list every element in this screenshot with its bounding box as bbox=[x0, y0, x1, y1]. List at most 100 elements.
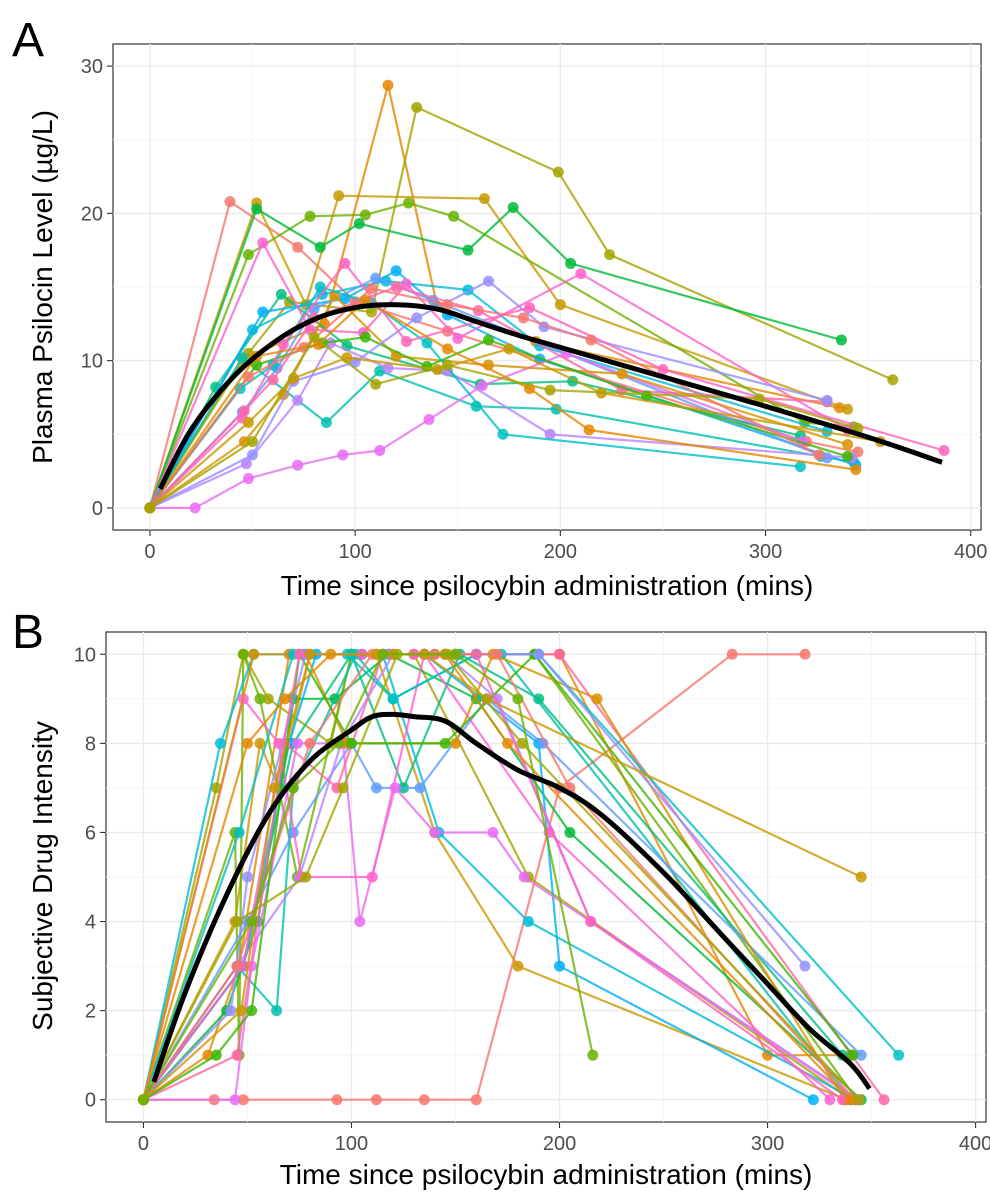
data-point bbox=[533, 648, 545, 660]
data-point bbox=[450, 648, 462, 660]
subject-line bbox=[149, 347, 881, 509]
data-point bbox=[470, 1094, 482, 1106]
data-point bbox=[390, 281, 402, 293]
subject-line bbox=[148, 205, 842, 509]
subject-line bbox=[149, 293, 848, 509]
data-point bbox=[246, 1005, 258, 1017]
data-point bbox=[423, 414, 435, 426]
data-point bbox=[231, 960, 243, 972]
data-point bbox=[293, 648, 305, 660]
data-point bbox=[262, 693, 274, 705]
data-point bbox=[251, 359, 263, 371]
data-point bbox=[240, 458, 252, 470]
data-point bbox=[359, 209, 371, 221]
data-point bbox=[462, 244, 474, 256]
data-point bbox=[847, 1049, 859, 1061]
data-point bbox=[481, 693, 493, 705]
data-point bbox=[353, 218, 365, 230]
data-point bbox=[585, 916, 597, 928]
data-point bbox=[657, 363, 669, 375]
data-point bbox=[248, 648, 260, 660]
data-point bbox=[491, 648, 503, 660]
panel-b-letter: B bbox=[12, 606, 44, 659]
panel-b: B 0 100 200 300 400 0 2 4 6 8 10 Time since psiloc… bbox=[12, 606, 990, 1190]
panel-b-axes: 0 100 200 300 400 0 2 4 6 8 10 bbox=[74, 644, 990, 1155]
data-point bbox=[359, 331, 371, 343]
data-point bbox=[331, 1094, 343, 1106]
data-point bbox=[799, 648, 811, 660]
data-point bbox=[522, 916, 534, 928]
data-point bbox=[337, 782, 349, 794]
data-point bbox=[544, 384, 556, 396]
data-point bbox=[604, 249, 616, 261]
data-point bbox=[439, 737, 451, 749]
panel-a-letter: A bbox=[12, 14, 44, 67]
data-point bbox=[518, 871, 530, 883]
subject-series bbox=[144, 257, 950, 514]
data-point bbox=[552, 166, 564, 178]
y-tick-label: 8 bbox=[85, 733, 96, 755]
data-point bbox=[320, 416, 332, 428]
data-point bbox=[503, 343, 515, 355]
data-point bbox=[382, 79, 394, 91]
data-point bbox=[214, 737, 226, 749]
data-point bbox=[402, 197, 414, 209]
data-point bbox=[225, 1005, 237, 1017]
data-point bbox=[821, 394, 833, 406]
data-point bbox=[229, 1094, 241, 1106]
subject-line bbox=[149, 298, 856, 509]
data-point bbox=[842, 439, 854, 451]
data-point bbox=[878, 1094, 890, 1106]
subject-line bbox=[149, 279, 828, 509]
data-point bbox=[512, 960, 524, 972]
data-point bbox=[448, 210, 460, 222]
data-point bbox=[370, 1094, 382, 1106]
data-point bbox=[345, 737, 357, 749]
data-point bbox=[478, 193, 490, 205]
data-point bbox=[292, 394, 304, 406]
data-point bbox=[275, 288, 287, 300]
x-tick-label: 400 bbox=[954, 541, 987, 563]
subject-line bbox=[148, 240, 849, 509]
data-point bbox=[382, 362, 394, 374]
data-point bbox=[855, 1049, 867, 1061]
data-point bbox=[452, 333, 464, 345]
data-point bbox=[189, 502, 201, 514]
subject-line bbox=[148, 105, 894, 509]
data-point bbox=[476, 380, 488, 392]
x-tick-label: 300 bbox=[749, 541, 782, 563]
data-point bbox=[242, 472, 254, 484]
data-point bbox=[354, 916, 366, 928]
data-point bbox=[411, 101, 423, 113]
x-tick-label: 200 bbox=[543, 1133, 576, 1155]
data-point bbox=[300, 871, 312, 883]
data-point bbox=[421, 337, 433, 349]
data-point bbox=[794, 461, 806, 473]
data-point bbox=[587, 1049, 599, 1061]
x-tick-label: 100 bbox=[335, 1133, 368, 1155]
data-point bbox=[836, 1094, 848, 1106]
panel-a: A 0 100 200 300 400 0 10 20 30 Time since psiloc… bbox=[12, 14, 987, 601]
data-point bbox=[224, 196, 236, 208]
data-point bbox=[824, 1094, 836, 1106]
data-point bbox=[441, 343, 453, 355]
data-point bbox=[387, 693, 399, 705]
data-point bbox=[144, 502, 156, 514]
data-point bbox=[565, 257, 577, 269]
data-point bbox=[845, 1094, 857, 1106]
data-point bbox=[267, 374, 279, 386]
data-point bbox=[855, 871, 867, 883]
data-point bbox=[269, 782, 281, 794]
data-point bbox=[370, 378, 382, 390]
data-point bbox=[254, 737, 266, 749]
data-point bbox=[938, 444, 950, 456]
data-point bbox=[400, 278, 412, 290]
data-point bbox=[231, 1049, 243, 1061]
subject-line bbox=[142, 651, 831, 1101]
data-point bbox=[242, 371, 254, 383]
data-point bbox=[241, 737, 253, 749]
data-point bbox=[441, 299, 453, 311]
data-point bbox=[517, 312, 529, 324]
data-point bbox=[271, 1005, 283, 1017]
y-tick-label: 6 bbox=[85, 822, 96, 844]
